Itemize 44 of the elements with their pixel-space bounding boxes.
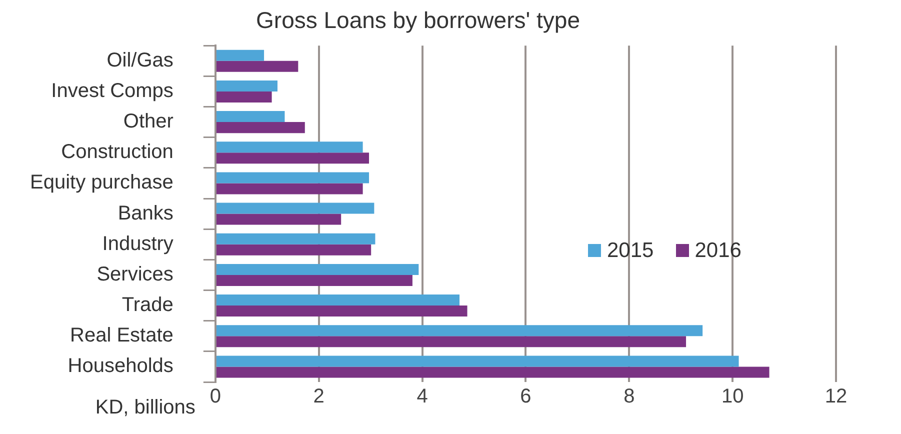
legend-label: 2016 — [694, 238, 742, 263]
x-tick-label: 8 — [624, 386, 635, 408]
bar — [216, 172, 370, 184]
bar — [216, 366, 770, 378]
bar — [216, 142, 363, 153]
x-axis-title: KD, billions — [95, 396, 196, 419]
bar — [216, 244, 372, 256]
bar — [216, 306, 468, 317]
chart-title: Gross Loans by borrowers' type — [256, 7, 580, 34]
y-tick-label: Services — [96, 263, 174, 286]
bar — [216, 91, 272, 102]
y-tick-label: Households — [68, 355, 174, 378]
x-tick-label: 4 — [416, 386, 428, 408]
y-tick-label: Construction — [61, 141, 174, 164]
y-tick-label: Oil/Gas — [106, 49, 174, 72]
bar — [216, 111, 285, 122]
bar — [216, 152, 370, 164]
y-tick-label: Invest Comps — [51, 80, 174, 102]
bar — [216, 233, 376, 244]
y-tick-label: Trade — [122, 294, 174, 316]
bar — [216, 294, 460, 306]
bar — [216, 183, 363, 194]
bar — [216, 336, 686, 348]
bar — [216, 202, 374, 214]
y-tick-label: Other — [123, 110, 174, 133]
bar — [216, 356, 739, 367]
bar — [216, 122, 305, 134]
legend-label: 2015 — [607, 238, 654, 263]
bar — [216, 214, 342, 225]
x-tick-label: 0 — [210, 386, 221, 408]
bar — [216, 325, 703, 336]
x-tick-label: 12 — [824, 386, 848, 408]
y-tick-label: Real Estate — [70, 324, 174, 347]
y-tick-label: Industry — [102, 232, 174, 255]
y-tick-label: Banks — [118, 202, 174, 224]
bar — [216, 80, 278, 92]
bar — [216, 50, 264, 61]
x-tick-label: 10 — [721, 386, 744, 408]
bar — [216, 60, 298, 72]
y-tick-label: Equity purchase — [30, 172, 174, 194]
x-tick-label: 6 — [520, 386, 532, 408]
bar — [216, 264, 419, 275]
bar — [216, 274, 412, 286]
x-tick-label: 2 — [313, 386, 324, 408]
